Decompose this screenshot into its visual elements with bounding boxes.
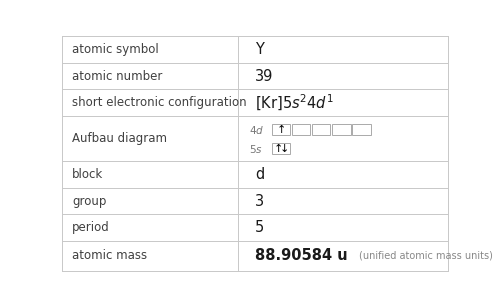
- Text: Y: Y: [255, 42, 264, 57]
- Text: 88.90584 u: 88.90584 u: [255, 248, 348, 263]
- Text: ↓: ↓: [280, 144, 289, 154]
- Bar: [272, 143, 290, 154]
- Text: $4d$: $4d$: [249, 123, 264, 136]
- Text: short electronic configuration: short electronic configuration: [72, 96, 247, 109]
- Text: atomic number: atomic number: [72, 70, 162, 83]
- Bar: [352, 124, 371, 135]
- Text: period: period: [72, 221, 110, 234]
- Bar: [272, 124, 290, 135]
- Text: 3: 3: [255, 194, 264, 209]
- Text: ↑: ↑: [273, 144, 283, 154]
- Text: Aufbau diagram: Aufbau diagram: [72, 132, 167, 145]
- Bar: [312, 124, 331, 135]
- Text: group: group: [72, 195, 106, 208]
- Text: d: d: [255, 167, 264, 182]
- Text: block: block: [72, 168, 103, 181]
- Text: $5s$: $5s$: [249, 143, 263, 155]
- Text: 39: 39: [255, 69, 273, 84]
- Text: ↑: ↑: [276, 125, 286, 135]
- Text: atomic symbol: atomic symbol: [72, 43, 159, 56]
- Bar: [332, 124, 351, 135]
- Text: $\mathregular{[Kr]5}s^2\mathregular{4}d^1$: $\mathregular{[Kr]5}s^2\mathregular{4}d^…: [255, 92, 334, 113]
- Bar: [292, 124, 310, 135]
- Text: 5: 5: [255, 220, 264, 235]
- Text: (unified atomic mass units): (unified atomic mass units): [360, 251, 494, 261]
- Text: atomic mass: atomic mass: [72, 249, 147, 262]
